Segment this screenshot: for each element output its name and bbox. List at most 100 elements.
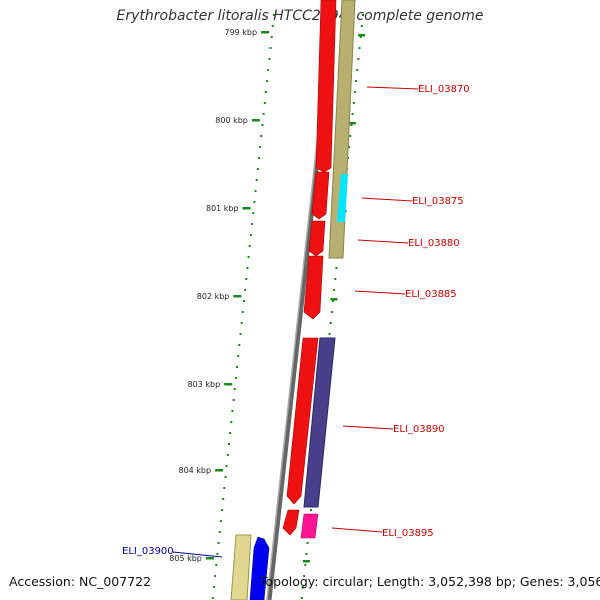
scale-label: 805 kbp	[169, 554, 202, 563]
gene-label-eli-03880[interactable]: ELI_03880	[408, 238, 460, 249]
scale-tick	[360, 25, 363, 27]
scale-tick	[222, 498, 225, 500]
scale-tick	[356, 69, 359, 71]
scale-tick	[300, 597, 303, 599]
scale-major-tick	[302, 560, 310, 563]
scale-major-tick	[348, 122, 356, 125]
gene-feature-cyan[interactable]	[337, 174, 348, 222]
scale-tick	[259, 146, 262, 148]
gene-label-eli-03900[interactable]: ELI_03900	[122, 546, 174, 557]
scale-tick	[214, 575, 217, 577]
gene-label-eli-03890[interactable]: ELI_03890	[393, 424, 445, 435]
scale-tick	[264, 91, 267, 93]
scale-tick	[249, 234, 252, 236]
scale-tick	[245, 278, 248, 280]
scale-tick	[231, 410, 234, 412]
scale-major-tick	[233, 295, 242, 298]
scale-tick	[225, 465, 228, 467]
scale-tick	[256, 168, 259, 170]
scale-label: 801 kbp	[206, 204, 239, 213]
scale-tick	[252, 212, 255, 214]
scale-tick	[219, 520, 222, 522]
gene-features	[230, 0, 356, 600]
scale-tick	[258, 157, 260, 159]
scale-tick	[329, 322, 332, 324]
gene-feature-eli-03895[interactable]	[300, 513, 319, 539]
scale-tick	[243, 300, 245, 302]
gene-label-eli-03885[interactable]: ELI_03885	[405, 289, 457, 300]
scale-axis: 799 kbp 800 kbp 801 kbp 802 kbp 803 kbp 804 k…	[169, 28, 366, 563]
scale-label: 799 kbp	[224, 28, 257, 37]
scale-tick	[273, 14, 275, 16]
gene-feature-eli-03900[interactable]	[249, 536, 270, 600]
scale-tick	[335, 267, 338, 269]
scale-tick	[215, 564, 218, 566]
scale-tick	[351, 113, 354, 115]
scale-major-tick	[261, 31, 270, 34]
scale-label: 800 kbp	[215, 116, 248, 125]
scale-tick	[251, 223, 254, 225]
scale-tick	[332, 300, 334, 302]
scale-tick	[355, 80, 358, 82]
scale-tick	[269, 47, 272, 49]
gene-label-eli-03895[interactable]: ELI_03895	[382, 528, 434, 539]
scale-tick	[228, 443, 230, 445]
scale-major-tick	[251, 119, 260, 122]
label-leaders	[172, 86, 419, 558]
scale-tick	[241, 311, 244, 313]
scale-tick	[212, 586, 215, 588]
scale-tick	[218, 531, 221, 533]
gene-feature-eli-03885[interactable]	[303, 255, 324, 320]
scale-tick	[237, 355, 240, 357]
scale-tick	[221, 509, 223, 511]
scale-tick	[262, 113, 265, 115]
gene-feature-eli-03870[interactable]	[315, 0, 337, 173]
gene-feature-yellow[interactable]	[230, 534, 252, 600]
scale-major-tick	[215, 469, 224, 472]
gene-label-eli-03875[interactable]: ELI_03875	[412, 196, 464, 207]
scale-tick	[229, 432, 232, 434]
scale-tick	[246, 267, 249, 269]
gene-feature-eli-03875[interactable]	[311, 171, 330, 220]
scale-tick	[270, 36, 273, 38]
scale-tick	[304, 564, 307, 566]
topology-text: Topology: circular; Length: 3,052,398 bp…	[260, 574, 600, 589]
scale-major-tick	[330, 298, 338, 301]
scale-tick	[263, 102, 266, 104]
scale-tick	[348, 146, 351, 148]
page-title: Erythrobacter litoralis HTCC2594, comple…	[116, 8, 484, 24]
scale-tick	[236, 366, 238, 368]
gene-feature-eli-03895-red[interactable]	[282, 509, 300, 536]
scale-tick	[226, 454, 229, 456]
scale-tick	[306, 542, 309, 544]
scale-tick	[223, 487, 226, 489]
scale-tick	[359, 36, 362, 38]
scale-major-tick	[242, 207, 251, 210]
scale-tick	[216, 553, 219, 555]
scale-tick	[267, 69, 270, 71]
scale-tick	[303, 575, 306, 577]
scale-tick	[244, 289, 247, 291]
scale-label: 802 kbp	[197, 292, 230, 301]
accession-text: Accession: NC_007722	[9, 574, 152, 589]
scale-tick	[254, 190, 257, 192]
scale-tick	[253, 201, 256, 203]
gene-feature-eli-03890[interactable]	[286, 337, 319, 505]
gene-feature-purple[interactable]	[303, 337, 336, 508]
scale-tick	[301, 586, 304, 588]
scale-tick	[310, 509, 312, 511]
scale-tick	[238, 344, 241, 346]
scale-tick	[350, 124, 353, 126]
scale-tick	[260, 135, 263, 137]
gene-label-eli-03870[interactable]: ELI_03870	[418, 84, 470, 95]
scale-tick	[334, 278, 337, 280]
gene-feature-khaki-1[interactable]	[328, 0, 356, 259]
gene-feature-eli-03880[interactable]	[308, 220, 326, 257]
scale-label: 804 kbp	[178, 466, 211, 475]
scale-tick	[330, 311, 333, 313]
scale-major-tick	[224, 383, 233, 386]
scale-tick	[232, 399, 235, 401]
scale-tick	[261, 124, 264, 126]
